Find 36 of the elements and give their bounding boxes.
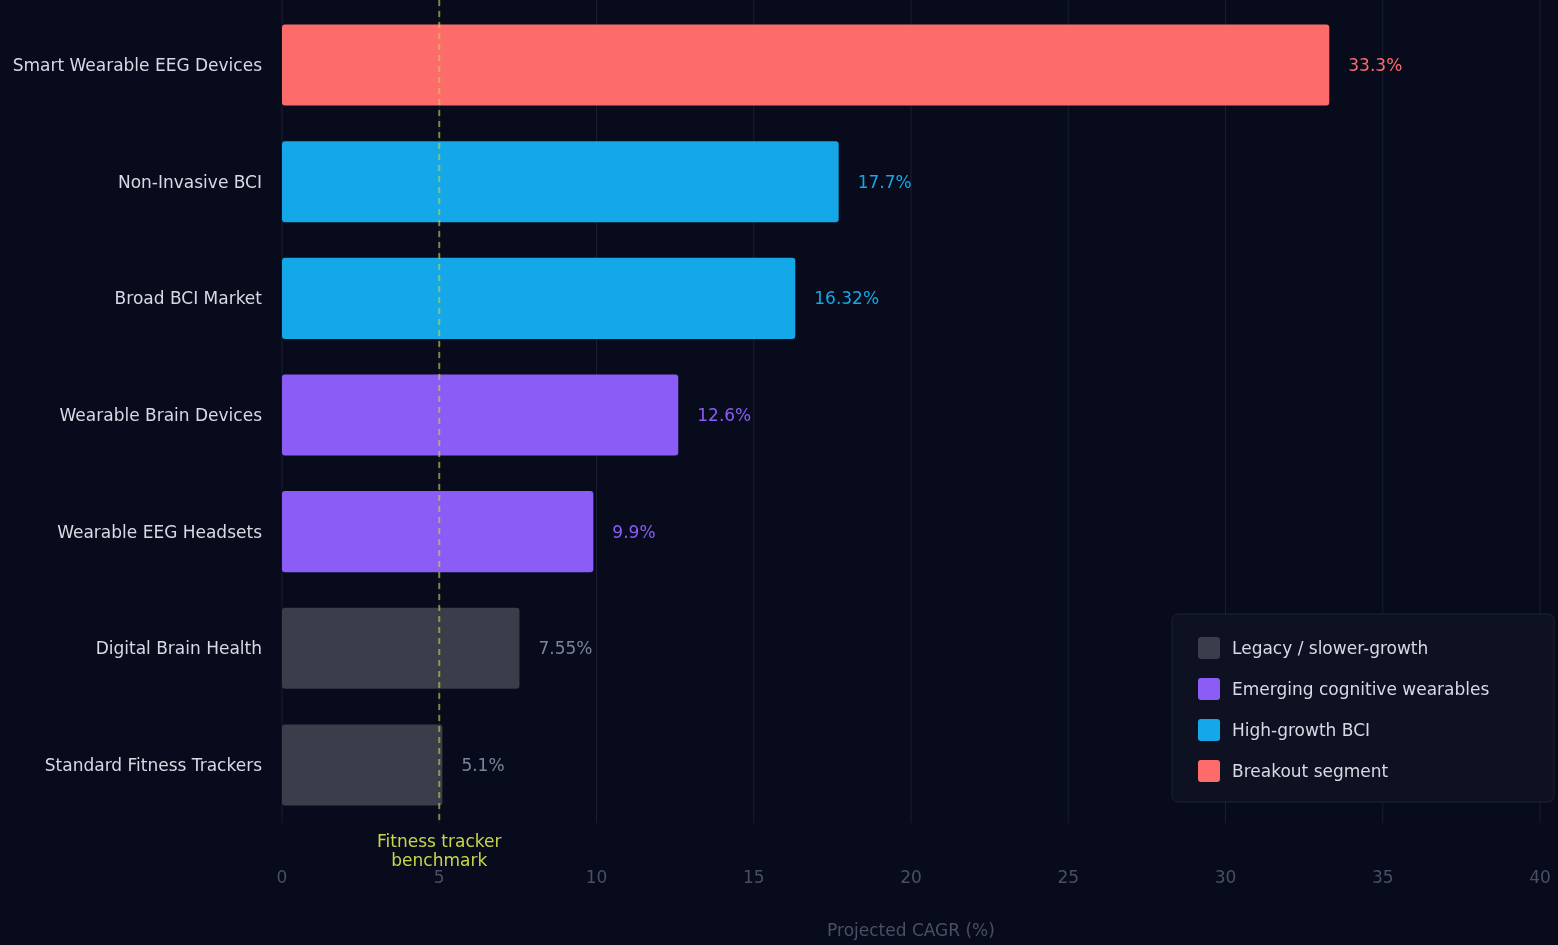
data-label: 33.3% [1348, 54, 1403, 75]
legend-label: Emerging cognitive wearables [1232, 678, 1490, 699]
y-tick-label: Wearable EEG Headsets [57, 521, 263, 542]
bar [282, 257, 796, 339]
legend-label: High-growth BCI [1232, 719, 1371, 740]
data-label: 5.1% [461, 754, 505, 775]
x-tick-label: 40 [1529, 867, 1551, 887]
data-label: 9.9% [612, 521, 656, 542]
x-tick-label: 20 [900, 867, 922, 887]
y-tick-label: Digital Brain Health [95, 638, 262, 659]
data-label: 17.7% [857, 171, 912, 192]
data-label: 12.6% [697, 404, 752, 425]
x-tick-label: 15 [742, 867, 765, 887]
bar [282, 24, 1330, 106]
y-tick-label: Wearable Brain Devices [59, 404, 263, 425]
x-axis-title: Projected CAGR (%) [827, 920, 995, 940]
x-tick-label: 35 [1371, 867, 1394, 887]
ref-line-label: Fitness tracker benchmark [377, 831, 502, 870]
bar [282, 141, 839, 223]
x-tick-label: 5 [433, 867, 445, 887]
y-tick-label: Non-Invasive BCI [117, 171, 262, 192]
x-tick-label: 25 [1057, 867, 1080, 887]
legend-label: Breakout segment [1232, 760, 1389, 781]
bar [282, 491, 594, 573]
legend-label: Legacy / slower-growth [1232, 637, 1429, 658]
data-label: 7.55% [538, 638, 593, 659]
x-tick-label: 30 [1214, 867, 1237, 887]
bar [282, 607, 520, 689]
y-tick-label: Smart Wearable EEG Devices [12, 54, 263, 75]
y-tick-label: Broad BCI Market [114, 288, 263, 309]
bar [282, 724, 443, 806]
x-tick-label: 10 [585, 867, 608, 887]
y-tick-label: Standard Fitness Trackers [44, 754, 263, 775]
bar [282, 374, 679, 456]
data-label: 16.32% [814, 288, 880, 309]
x-tick-label: 0 [276, 867, 288, 887]
